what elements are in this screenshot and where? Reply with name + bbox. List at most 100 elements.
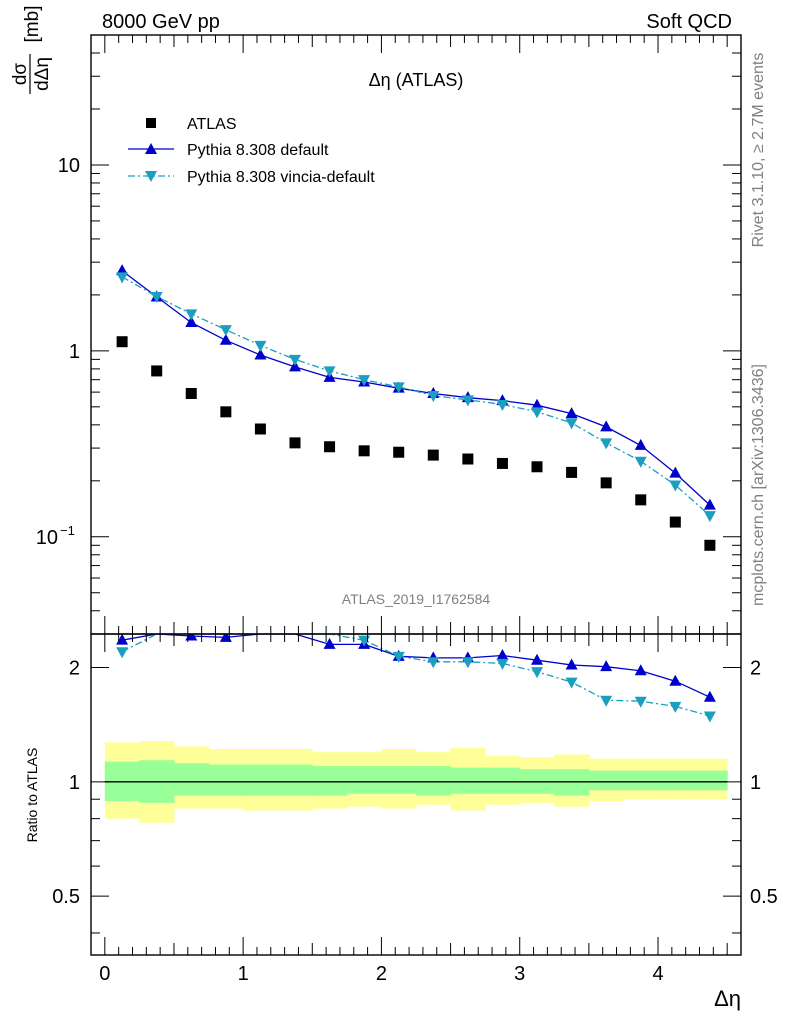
- stat-uncertainty-band-6: [312, 766, 348, 796]
- data-point-pythia-8-308-vincia-default-10: [461, 395, 474, 407]
- main-ytick-label-0: 10: [58, 155, 80, 177]
- data-point-pythia-8-308-default-12: [531, 398, 544, 410]
- data-point-atlas-7: [358, 445, 370, 457]
- ratio-ytick-label-right-2: 0.5: [750, 886, 778, 908]
- data-point-atlas-4: [254, 423, 266, 435]
- data-point-pythia-8-308-vincia-default-5: [288, 354, 301, 366]
- data-point-pythia-8-308-vincia-default-7: [358, 375, 371, 387]
- data-point-pythia-8-308-vincia-default-1: [150, 292, 163, 304]
- ratio-series-layer: [116, 634, 716, 723]
- ratio-point-pythia-8-308-vincia-default-17: [703, 711, 716, 723]
- ratio-point-pythia-8-308-vincia-default-11: [496, 658, 509, 670]
- data-point-pythia-8-308-default-3: [219, 333, 232, 345]
- y-axis-label-denominator: dΔη: [32, 57, 53, 91]
- data-point-atlas-0: [116, 336, 128, 348]
- y-axis-label: dσ dΔη [mb]: [10, 6, 53, 94]
- stat-uncertainty-band-2: [173, 763, 210, 796]
- stat-uncertainty-band-11: [485, 767, 521, 794]
- data-point-pythia-8-308-default-13: [565, 407, 578, 419]
- data-point-pythia-8-308-default-2: [185, 316, 198, 328]
- main-ytick-label-exp-2: −1: [60, 523, 75, 538]
- data-point-pythia-8-308-vincia-default-3: [219, 325, 232, 337]
- data-point-pythia-8-308-default-17: [703, 498, 716, 510]
- legend-label-atlas: ATLAS: [187, 116, 237, 133]
- data-point-atlas-3: [220, 406, 232, 418]
- y-axis-label-unit: [mb]: [22, 6, 43, 43]
- legend: ATLAS Pythia 8.308 default Pythia 8.308 …: [128, 116, 375, 186]
- data-point-atlas-14: [600, 477, 612, 489]
- ratio-ytick-label-left-0: 2: [69, 657, 80, 679]
- data-point-pythia-8-308-default-16: [669, 466, 682, 478]
- ratio-ytick-label-left-1: 1: [69, 772, 80, 794]
- ratio-point-pythia-8-308-default-14: [600, 660, 613, 672]
- data-point-atlas-10: [462, 453, 474, 465]
- stat-uncertainty-band-16: [658, 770, 694, 791]
- legend-label-pythia-default: Pythia 8.308 default: [187, 142, 329, 159]
- y-axis-label-numerator: dσ: [10, 63, 31, 86]
- data-point-atlas-17: [704, 539, 716, 551]
- legend-marker-atlas: [146, 118, 156, 128]
- data-point-pythia-8-308-vincia-default-16: [669, 480, 682, 492]
- ratio-point-pythia-8-308-default-12: [531, 653, 544, 665]
- stat-uncertainty-band-15: [623, 770, 659, 791]
- data-point-pythia-8-308-default-14: [600, 420, 613, 432]
- xtick-label-2: 2: [376, 963, 387, 985]
- ratio-point-pythia-8-308-default-6: [323, 637, 336, 649]
- data-point-pythia-8-308-vincia-default-4: [254, 340, 267, 352]
- legend-marker-pythia-default: [145, 143, 157, 154]
- data-point-atlas-15: [635, 494, 647, 506]
- analysis-id: ATLAS_2019_I1762584: [342, 591, 491, 607]
- ratio-panel: 2 2 1 1 0.5 0.5 Ratio to ATLAS: [24, 633, 778, 956]
- ratio-point-pythia-8-308-vincia-default-14: [600, 695, 613, 707]
- ratio-point-pythia-8-308-vincia-default-13: [565, 677, 578, 689]
- data-point-pythia-8-308-vincia-default-12: [531, 407, 544, 419]
- ratio-point-pythia-8-308-vincia-default-12: [531, 667, 544, 679]
- ratio-data-layer: [104, 634, 728, 823]
- ratio-point-pythia-8-308-default-11: [496, 649, 509, 661]
- xtick-label-0: 0: [99, 963, 110, 985]
- ratio-panel-frame: [90, 633, 742, 956]
- ratio-point-pythia-8-308-vincia-default-15: [634, 696, 647, 708]
- stat-uncertainty-band-8: [381, 766, 417, 794]
- data-point-atlas-6: [324, 441, 336, 453]
- ratio-point-pythia-8-308-default-2: [185, 634, 198, 641]
- data-point-pythia-8-308-vincia-default-9: [427, 391, 440, 403]
- data-point-atlas-8: [393, 446, 405, 458]
- rivet-info: Rivet 3.1.10, ≥ 2.7M events: [750, 53, 767, 248]
- series-line-pythia-8-308-default: [121, 270, 711, 506]
- ratio-point-pythia-8-308-default-0: [116, 634, 129, 645]
- stat-uncertainty-band-14: [588, 770, 624, 791]
- data-point-pythia-8-308-vincia-default-2: [185, 309, 198, 321]
- category-label: Soft QCD: [646, 11, 732, 33]
- plot-title: Δη (ATLAS): [369, 70, 464, 90]
- data-point-pythia-8-308-default-15: [634, 438, 647, 450]
- data-point-atlas-1: [151, 365, 163, 377]
- data-point-atlas-11: [496, 457, 508, 469]
- ratio-point-pythia-8-308-default-13: [565, 658, 578, 670]
- data-point-atlas-13: [566, 466, 578, 478]
- stat-uncertainty-band-17: [692, 770, 728, 791]
- ratio-axis-ticks: 2 2 1 1 0.5 0.5: [52, 634, 778, 955]
- ratio-ytick-label-left-2: 0.5: [52, 886, 80, 908]
- energy-label: 8000 GeV pp: [102, 11, 220, 33]
- ratio-line-pythia-8-308-vincia-default: [121, 634, 711, 717]
- data-point-pythia-8-308-vincia-default-11: [496, 399, 509, 411]
- main-ytick-label-2: 10: [36, 527, 58, 549]
- stat-uncertainty-band-10: [450, 767, 486, 794]
- ratio-ytick-label-right-0: 2: [750, 657, 761, 679]
- data-point-atlas-5: [289, 437, 301, 449]
- ratio-y-axis-label: Ratio to ATLAS: [24, 748, 40, 843]
- data-point-atlas-16: [669, 516, 681, 528]
- xtick-label-3: 3: [514, 963, 525, 985]
- data-point-atlas-12: [531, 461, 543, 473]
- stat-uncertainty-band-5: [277, 764, 313, 796]
- ratio-point-pythia-8-308-vincia-default-10: [461, 657, 474, 669]
- data-point-pythia-8-308-vincia-default-6: [323, 366, 336, 378]
- data-point-pythia-8-308-vincia-default-8: [392, 382, 405, 394]
- data-point-pythia-8-308-vincia-default-17: [703, 511, 716, 523]
- ratio-ytick-label-right-1: 1: [750, 772, 761, 794]
- legend-label-pythia-vincia: Pythia 8.308 vincia-default: [187, 169, 375, 186]
